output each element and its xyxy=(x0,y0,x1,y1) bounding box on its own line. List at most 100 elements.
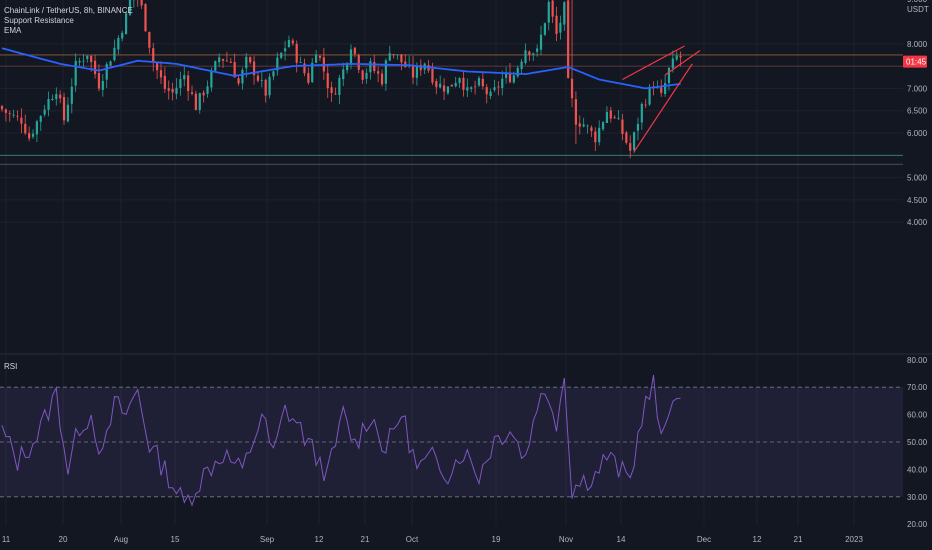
channel-upper-line xyxy=(622,45,685,81)
candle-body xyxy=(493,87,496,90)
candle-body xyxy=(105,64,108,80)
candle-body xyxy=(16,115,19,117)
rsi-axis-tick: 60.00 xyxy=(907,411,928,420)
candle-body xyxy=(664,83,667,94)
candle-body xyxy=(532,53,535,56)
candle-body xyxy=(598,127,601,143)
candle-body xyxy=(458,78,461,83)
channel-lower-line xyxy=(633,63,693,153)
indicator-support-resistance[interactable]: Support Resistance xyxy=(4,16,74,25)
time-axis-tick: 2023 xyxy=(845,535,863,544)
candle-body xyxy=(326,73,329,89)
candle-body xyxy=(442,85,446,92)
candle-body xyxy=(400,54,403,63)
last-price-tag xyxy=(903,55,927,68)
time-axis-tick: 11 xyxy=(2,535,11,544)
candle-body xyxy=(644,104,647,106)
time-axis-tick: 21 xyxy=(794,535,803,544)
indicator-ema[interactable]: EMA xyxy=(4,26,22,35)
candle-body xyxy=(547,1,550,23)
candle-body xyxy=(462,77,465,90)
candle-body xyxy=(140,0,143,6)
rsi-axis-tick: 70.00 xyxy=(907,383,928,392)
candle-body xyxy=(86,55,89,60)
rsi-axis-tick: 50.00 xyxy=(907,438,928,447)
candle-body xyxy=(128,0,132,15)
candle-body xyxy=(353,47,356,54)
candle-body xyxy=(260,80,263,81)
candle-body xyxy=(74,60,77,86)
time-axis-tick: Aug xyxy=(114,535,128,544)
candle-body xyxy=(144,4,147,32)
time-axis-tick: 12 xyxy=(315,535,324,544)
candle-body xyxy=(47,99,50,110)
candle-body xyxy=(632,132,636,151)
candle-body xyxy=(582,124,585,127)
candle-body xyxy=(489,91,492,97)
candle-body xyxy=(221,59,225,61)
candle-body xyxy=(24,123,27,134)
candle-body xyxy=(31,133,35,137)
candle-body xyxy=(605,111,609,124)
candle-body xyxy=(508,72,512,83)
candle-body xyxy=(334,93,337,95)
candle-body xyxy=(82,60,85,62)
candle-body xyxy=(121,32,124,39)
candle-body xyxy=(342,69,345,80)
candle-body xyxy=(39,115,42,122)
candle-body xyxy=(505,73,508,78)
candle-body xyxy=(70,86,73,104)
candle-body xyxy=(667,68,671,83)
candle-body xyxy=(167,88,170,91)
candle-body xyxy=(361,70,364,80)
rsi-line xyxy=(1,374,681,507)
last-price-label: 01:45 xyxy=(906,58,927,67)
candle-body xyxy=(411,65,415,78)
time-axis-tick: 15 xyxy=(171,535,180,544)
candle-body xyxy=(454,82,457,87)
candle-body xyxy=(396,54,399,56)
candle-body xyxy=(241,69,244,84)
candle-body xyxy=(613,117,616,119)
candle-body xyxy=(276,57,279,71)
candle-body xyxy=(229,61,232,63)
candle-body xyxy=(55,94,58,100)
candle-body xyxy=(8,113,11,115)
candle-body xyxy=(481,78,484,87)
candle-body xyxy=(264,79,267,96)
candle-body xyxy=(415,65,419,78)
candle-body xyxy=(163,75,166,89)
candle-body xyxy=(124,13,128,35)
candle-body xyxy=(497,86,500,88)
candle-body xyxy=(516,67,519,77)
price-axis-tick: 6.500 xyxy=(907,107,928,116)
candle-body xyxy=(648,86,651,105)
candle-body xyxy=(501,78,504,89)
candle-body xyxy=(574,99,578,125)
candle-body xyxy=(194,93,197,110)
price-axis-tick: 7.000 xyxy=(907,84,928,93)
candle-body xyxy=(156,62,159,71)
candle-body xyxy=(551,0,554,17)
candle-body xyxy=(388,53,391,61)
candle-body xyxy=(62,97,66,121)
symbol-title[interactable]: ChainLink / TetherUS, 8h, BINANCE xyxy=(4,6,133,15)
time-axis-tick: 19 xyxy=(492,535,501,544)
candle-body xyxy=(280,52,283,58)
candle-body xyxy=(563,2,566,25)
candle-body xyxy=(113,47,116,61)
candle-body xyxy=(485,87,488,95)
candle-body xyxy=(12,114,15,116)
candle-body xyxy=(66,104,70,122)
candle-body xyxy=(590,127,593,131)
rsi-label[interactable]: RSI xyxy=(4,362,18,371)
candle-body xyxy=(152,48,155,63)
price-axis-unit: USDT xyxy=(907,5,929,14)
candle-body xyxy=(318,55,322,58)
chart-legend: ChainLink / TetherUS, 8h, BINANCE Suppor… xyxy=(4,6,133,36)
candle-body xyxy=(419,64,422,71)
candle-body xyxy=(439,83,442,88)
candle-body xyxy=(206,86,209,94)
candle-body xyxy=(380,73,384,85)
